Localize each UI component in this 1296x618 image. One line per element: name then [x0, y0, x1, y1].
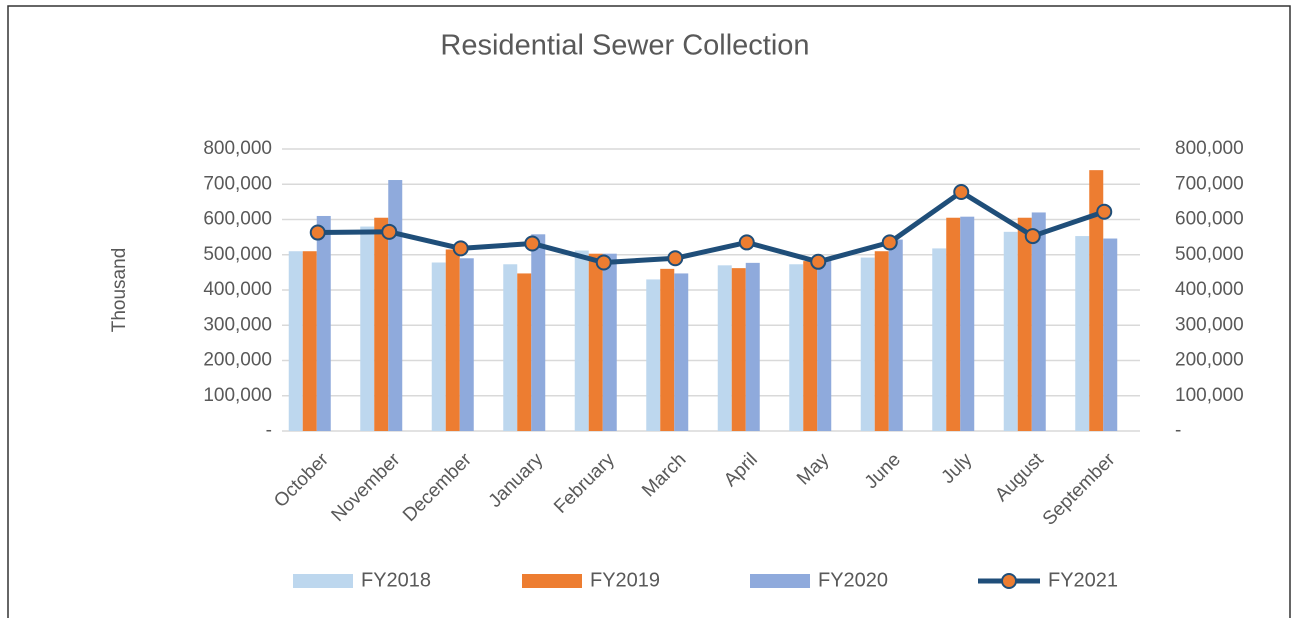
- legend-label: FY2018: [361, 569, 431, 591]
- x-tick-label: May: [793, 449, 834, 490]
- y2-tick-label: 600,000: [1175, 209, 1244, 230]
- bar: [388, 180, 403, 431]
- bar: [745, 262, 760, 431]
- line-marker: [881, 234, 898, 251]
- bar: [860, 257, 875, 431]
- bar: [316, 215, 331, 431]
- line-marker: [595, 254, 612, 271]
- bar: [602, 253, 617, 431]
- bar: [1089, 170, 1104, 431]
- y2-tick-label: 100,000: [1175, 385, 1244, 406]
- y-tick-label: 600,000: [203, 209, 272, 230]
- y-axis-label: Thousand: [109, 248, 130, 333]
- y2-tick-label: 400,000: [1175, 279, 1244, 300]
- y-tick-label: 200,000: [203, 350, 272, 371]
- line-marker: [381, 223, 398, 240]
- y2-tick-label: 500,000: [1175, 244, 1244, 265]
- x-tick-label: July: [938, 449, 977, 488]
- bar: [874, 251, 889, 431]
- bar: [717, 265, 732, 431]
- line-marker: [1024, 228, 1041, 245]
- y-tick-label: 100,000: [203, 385, 272, 406]
- chart-border: [7, 5, 1291, 618]
- y2-tick-label: 700,000: [1175, 173, 1244, 194]
- x-tick-label: April: [720, 449, 762, 491]
- legend-swatch: [750, 574, 810, 588]
- y2-tick-label: 200,000: [1175, 350, 1244, 371]
- bar: [932, 248, 947, 431]
- y-tick-label: -: [266, 420, 272, 441]
- line-marker: [1096, 203, 1113, 220]
- bar: [646, 279, 661, 431]
- bar: [674, 273, 689, 431]
- legend-label: FY2019: [590, 569, 660, 591]
- x-tick-label: June: [861, 449, 905, 493]
- legend-marker: [1001, 573, 1017, 589]
- bar: [789, 264, 804, 431]
- bar: [660, 268, 675, 431]
- bar: [1075, 236, 1090, 431]
- bar: [817, 258, 832, 431]
- bar: [459, 258, 474, 431]
- legend-swatch: [522, 574, 582, 588]
- bar: [731, 268, 746, 431]
- line-marker: [667, 250, 684, 267]
- line-marker: [810, 253, 827, 270]
- bar: [1003, 231, 1018, 431]
- x-tick-label: January: [485, 449, 548, 512]
- y-tick-label: 300,000: [203, 314, 272, 335]
- y2-tick-label: -: [1175, 420, 1181, 441]
- chart-title: Residential Sewer Collection: [440, 30, 809, 62]
- bar: [445, 249, 460, 431]
- bar: [531, 234, 546, 431]
- y-tick-label: 400,000: [203, 279, 272, 300]
- line-marker: [953, 184, 970, 201]
- legend-label: FY2021: [1048, 569, 1118, 591]
- bar: [803, 261, 818, 431]
- legend-label: FY2020: [818, 569, 888, 591]
- bar: [1017, 217, 1032, 431]
- bar: [588, 253, 603, 431]
- bar: [1031, 212, 1046, 431]
- legend-swatch: [293, 574, 353, 588]
- y-tick-label: 700,000: [203, 173, 272, 194]
- x-tick-label: December: [399, 449, 476, 526]
- y2-tick-label: 800,000: [1175, 138, 1244, 159]
- y-tick-label: 800,000: [203, 138, 272, 159]
- x-tick-label: February: [550, 449, 619, 518]
- y-tick-label: 500,000: [203, 244, 272, 265]
- x-tick-label: October: [270, 449, 333, 512]
- bar: [574, 250, 589, 431]
- line-marker: [738, 234, 755, 251]
- x-tick-label: August: [991, 449, 1048, 506]
- bar: [374, 217, 389, 431]
- bar: [360, 226, 375, 431]
- line-marker: [524, 235, 541, 252]
- bar: [960, 216, 975, 431]
- bar: [888, 239, 903, 431]
- bar: [503, 264, 518, 431]
- x-tick-label: September: [1039, 449, 1120, 530]
- bar: [1103, 238, 1118, 431]
- line-marker: [309, 224, 326, 241]
- bar: [302, 251, 317, 431]
- y2-tick-label: 300,000: [1175, 314, 1244, 335]
- line: [317, 189, 1106, 266]
- bar: [517, 273, 532, 431]
- bar: [431, 262, 446, 431]
- x-tick-label: November: [328, 449, 405, 526]
- bar: [288, 251, 303, 431]
- line-marker: [452, 240, 469, 257]
- x-tick-label: March: [638, 449, 690, 501]
- bar: [946, 217, 961, 431]
